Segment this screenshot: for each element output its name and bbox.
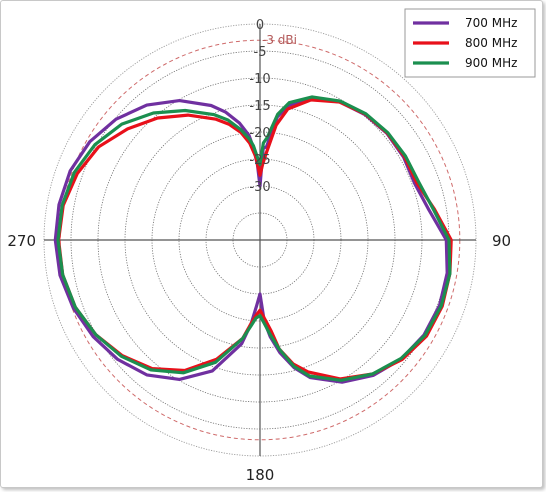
radial-tick-label: 0 bbox=[256, 18, 264, 33]
radial-tick-label: -20 bbox=[249, 126, 270, 141]
radial-tick-label: -15 bbox=[249, 99, 270, 114]
legend-entry-label: 700 MHz bbox=[465, 16, 517, 30]
legend: 700 MHz 800 MHz 900 MHz bbox=[404, 8, 536, 78]
radial-tick-label: -30 bbox=[249, 180, 270, 195]
legend-entry-label: 900 MHz bbox=[465, 56, 517, 70]
tick-labels: 0 -5 -10 -15 -20 -25 -30 -3 dBi 90 180 270 bbox=[7, 18, 511, 484]
angle-label-180: 180 bbox=[246, 466, 275, 484]
polar-grid bbox=[43, 23, 477, 457]
radial-tick-label: -5 bbox=[254, 45, 267, 60]
radial-tick-label: -10 bbox=[249, 72, 270, 87]
series-line-2 bbox=[56, 95, 452, 382]
angle-label-90: 90 bbox=[492, 232, 511, 250]
legend-entry-label: 800 MHz bbox=[465, 36, 517, 50]
radial-tick-label: -25 bbox=[249, 153, 270, 168]
reference-ring-label: -3 dBi bbox=[262, 33, 297, 47]
series-layer bbox=[53, 95, 453, 384]
angle-label-270: 270 bbox=[7, 232, 36, 250]
